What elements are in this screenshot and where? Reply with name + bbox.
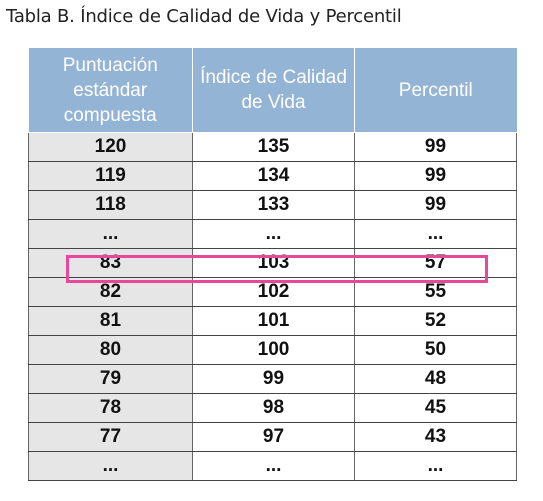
cell-score: 119 bbox=[28, 161, 193, 191]
cell-index: ... bbox=[192, 219, 355, 249]
cell-score: 79 bbox=[28, 364, 193, 394]
table-row: 118 133 99 bbox=[28, 190, 517, 220]
cell-percentile: 55 bbox=[354, 277, 517, 307]
cell-index: 135 bbox=[192, 132, 355, 162]
table-title: Tabla B. Índice de Calidad de Vida y Per… bbox=[6, 6, 402, 27]
cell-percentile: ... bbox=[354, 451, 517, 481]
cell-percentile: 99 bbox=[354, 161, 517, 191]
cell-percentile: 43 bbox=[354, 422, 517, 452]
cell-index: 99 bbox=[192, 364, 355, 394]
cell-score: ... bbox=[28, 219, 193, 249]
cell-index: 97 bbox=[192, 422, 355, 452]
cell-percentile: 50 bbox=[354, 335, 517, 365]
table-row-highlighted: 83 103 57 bbox=[28, 248, 517, 278]
table-body: 120 135 99 119 134 99 118 133 99 ... ...… bbox=[28, 132, 517, 481]
cell-index: 133 bbox=[192, 190, 355, 220]
header-percentile: Percentil bbox=[354, 48, 517, 133]
table-row: 119 134 99 bbox=[28, 161, 517, 191]
table-row: 81 101 52 bbox=[28, 306, 517, 336]
table-container: Puntuación estándar compuesta Índice de … bbox=[28, 48, 517, 481]
cell-index: ... bbox=[192, 451, 355, 481]
cell-percentile: ... bbox=[354, 219, 517, 249]
quality-of-life-table: Puntuación estándar compuesta Índice de … bbox=[28, 48, 517, 481]
cell-percentile: 45 bbox=[354, 393, 517, 423]
cell-index: 102 bbox=[192, 277, 355, 307]
cell-percentile: 99 bbox=[354, 190, 517, 220]
cell-index: 101 bbox=[192, 306, 355, 336]
cell-percentile: 57 bbox=[354, 248, 517, 278]
cell-index: 134 bbox=[192, 161, 355, 191]
cell-score: 77 bbox=[28, 422, 193, 452]
cell-percentile: 48 bbox=[354, 364, 517, 394]
table-row: 80 100 50 bbox=[28, 335, 517, 365]
cell-score: 83 bbox=[28, 248, 193, 278]
table-row: 82 102 55 bbox=[28, 277, 517, 307]
cell-score: 78 bbox=[28, 393, 193, 423]
header-quality-of-life-index: Índice de Calidad de Vida bbox=[192, 48, 355, 133]
cell-index: 98 bbox=[192, 393, 355, 423]
table-row: 77 97 43 bbox=[28, 422, 517, 452]
header-composite-standard-score: Puntuación estándar compuesta bbox=[28, 48, 193, 133]
table-row: ... ... ... bbox=[28, 451, 517, 481]
cell-score: 80 bbox=[28, 335, 193, 365]
cell-percentile: 99 bbox=[354, 132, 517, 162]
cell-index: 100 bbox=[192, 335, 355, 365]
cell-score: ... bbox=[28, 451, 193, 481]
cell-score: 82 bbox=[28, 277, 193, 307]
cell-score: 81 bbox=[28, 306, 193, 336]
table-header: Puntuación estándar compuesta Índice de … bbox=[28, 48, 517, 133]
cell-score: 120 bbox=[28, 132, 193, 162]
table-row: 120 135 99 bbox=[28, 132, 517, 162]
table-row: 79 99 48 bbox=[28, 364, 517, 394]
cell-index: 103 bbox=[192, 248, 355, 278]
header-row: Puntuación estándar compuesta Índice de … bbox=[28, 48, 517, 133]
table-row: 78 98 45 bbox=[28, 393, 517, 423]
cell-percentile: 52 bbox=[354, 306, 517, 336]
cell-score: 118 bbox=[28, 190, 193, 220]
table-row: ... ... ... bbox=[28, 219, 517, 249]
